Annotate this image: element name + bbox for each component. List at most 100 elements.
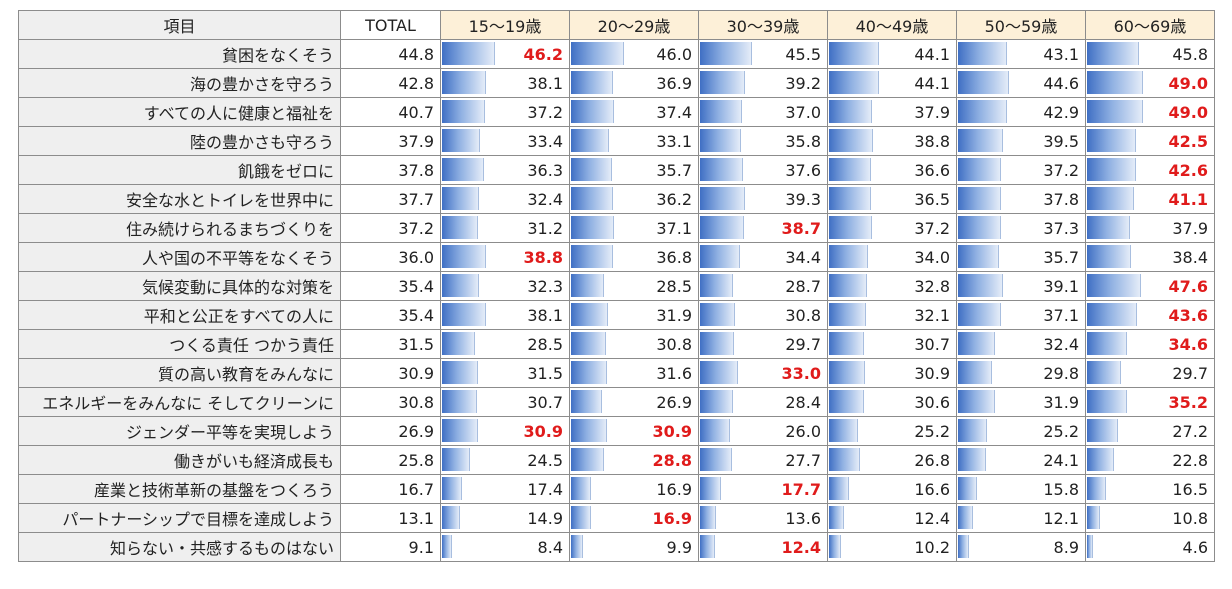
age-value-cell: 34.4 xyxy=(698,242,828,272)
value-bar xyxy=(571,158,612,181)
age-value-cell: 30.8 xyxy=(569,329,699,359)
value-label: 39.2 xyxy=(785,73,821,93)
value-bar xyxy=(958,158,1001,181)
age-value-cell: 37.4 xyxy=(569,97,699,127)
total-value: 40.7 xyxy=(340,97,441,127)
age-value-cell: 37.2 xyxy=(827,213,957,243)
value-bar xyxy=(442,448,471,471)
age-value-cell: 30.6 xyxy=(827,387,957,417)
age-value-cell: 28.7 xyxy=(698,271,828,301)
highlighted-value: 30.9 xyxy=(523,421,563,441)
table-row: 知らない・共感するものはない 9.1 8.4 9.9 12.4 10.2 8.9 4.6 xyxy=(18,532,1215,562)
row-label: 人や国の不平等をなくそう xyxy=(18,242,341,272)
value-bar xyxy=(1087,100,1143,123)
value-bar xyxy=(571,303,608,326)
total-value: 37.8 xyxy=(340,155,441,185)
value-label: 29.8 xyxy=(1043,363,1079,383)
value-bar xyxy=(571,390,603,413)
value-label: 44.1 xyxy=(914,73,950,93)
highlighted-value: 43.6 xyxy=(1168,305,1208,325)
highlighted-value: 35.2 xyxy=(1168,392,1208,412)
value-label: 38.8 xyxy=(914,131,950,151)
value-label: 39.1 xyxy=(1043,276,1079,296)
total-value: 13.1 xyxy=(340,503,441,533)
total-value: 9.1 xyxy=(340,532,441,562)
value-label: 30.9 xyxy=(914,363,950,383)
value-bar xyxy=(571,477,591,500)
value-bar xyxy=(829,332,865,355)
age-value-cell: 47.6 xyxy=(1085,271,1215,301)
value-label: 12.1 xyxy=(1043,508,1079,528)
age-value-cell: 27.2 xyxy=(1085,416,1215,446)
age-value-cell: 30.9 xyxy=(440,416,570,446)
age-value-cell: 16.5 xyxy=(1085,474,1215,504)
value-bar xyxy=(829,361,865,384)
value-bar xyxy=(571,506,591,529)
value-label: 31.2 xyxy=(527,218,563,238)
value-label: 26.8 xyxy=(914,450,950,470)
value-bar xyxy=(958,361,993,384)
age-value-cell: 4.6 xyxy=(1085,532,1215,562)
value-bar xyxy=(700,419,731,442)
age-value-cell: 27.7 xyxy=(698,445,828,475)
value-bar xyxy=(442,187,480,210)
value-bar xyxy=(958,303,1001,326)
value-bar xyxy=(442,390,478,413)
value-label: 28.7 xyxy=(785,276,821,296)
value-bar xyxy=(700,477,721,500)
age-value-cell: 35.7 xyxy=(956,242,1086,272)
total-value: 30.9 xyxy=(340,358,441,388)
value-label: 22.8 xyxy=(1172,450,1208,470)
value-bar xyxy=(829,448,861,471)
value-bar xyxy=(571,216,614,239)
value-label: 15.8 xyxy=(1043,479,1079,499)
value-bar xyxy=(958,42,1008,65)
value-label: 36.5 xyxy=(914,189,950,209)
value-bar xyxy=(700,390,733,413)
total-value: 31.5 xyxy=(340,329,441,359)
value-label: 4.6 xyxy=(1182,537,1208,557)
value-label: 30.7 xyxy=(527,392,563,412)
value-bar xyxy=(700,303,736,326)
value-bar xyxy=(1087,303,1137,326)
age-value-cell: 26.0 xyxy=(698,416,828,446)
value-label: 13.6 xyxy=(785,508,821,528)
age-value-cell: 38.4 xyxy=(1085,242,1215,272)
value-bar xyxy=(700,506,717,529)
age-value-cell: 37.0 xyxy=(698,97,828,127)
value-bar xyxy=(442,42,495,65)
table-row: 気候変動に具体的な対策を 35.4 32.3 28.5 28.7 32.8 39.1 47.6 xyxy=(18,271,1215,301)
value-label: 24.5 xyxy=(527,450,563,470)
age-value-cell: 10.8 xyxy=(1085,503,1215,533)
value-bar xyxy=(829,245,869,268)
value-bar xyxy=(700,216,745,239)
age-value-cell: 39.1 xyxy=(956,271,1086,301)
table-row: 働きがいも経済成長も 25.8 24.5 28.8 27.7 26.8 24.1 22.8 xyxy=(18,445,1215,475)
highlighted-value: 38.7 xyxy=(781,218,821,238)
value-bar xyxy=(958,187,1002,210)
value-bar xyxy=(829,216,872,239)
highlighted-value: 41.1 xyxy=(1168,189,1208,209)
value-bar xyxy=(958,506,973,529)
highlighted-value: 16.9 xyxy=(652,508,692,528)
row-label: 平和と公正をすべての人に xyxy=(18,300,341,330)
age-value-cell: 32.1 xyxy=(827,300,957,330)
value-bar xyxy=(571,100,614,123)
value-label: 37.9 xyxy=(1172,218,1208,238)
value-label: 17.4 xyxy=(527,479,563,499)
table-body: 貧困をなくそう 44.8 46.2 46.0 45.5 44.1 43.1 45.8 海の豊かさ… xyxy=(18,39,1215,562)
highlighted-value: 49.0 xyxy=(1168,102,1208,122)
table-row: 海の豊かさを守ろう 42.8 38.1 36.9 39.2 44.1 44.6 49.0 xyxy=(18,68,1215,98)
age-value-cell: 36.9 xyxy=(569,68,699,98)
age-value-cell: 39.2 xyxy=(698,68,828,98)
value-bar xyxy=(1087,535,1094,558)
age-value-cell: 36.2 xyxy=(569,184,699,214)
value-bar xyxy=(829,129,874,152)
value-bar xyxy=(442,245,487,268)
row-label: 安全な水とトイレを世界中に xyxy=(18,184,341,214)
value-bar xyxy=(829,274,867,297)
row-label: 陸の豊かさも守ろう xyxy=(18,126,341,156)
value-label: 31.6 xyxy=(656,363,692,383)
value-label: 30.7 xyxy=(914,334,950,354)
value-bar xyxy=(829,390,865,413)
